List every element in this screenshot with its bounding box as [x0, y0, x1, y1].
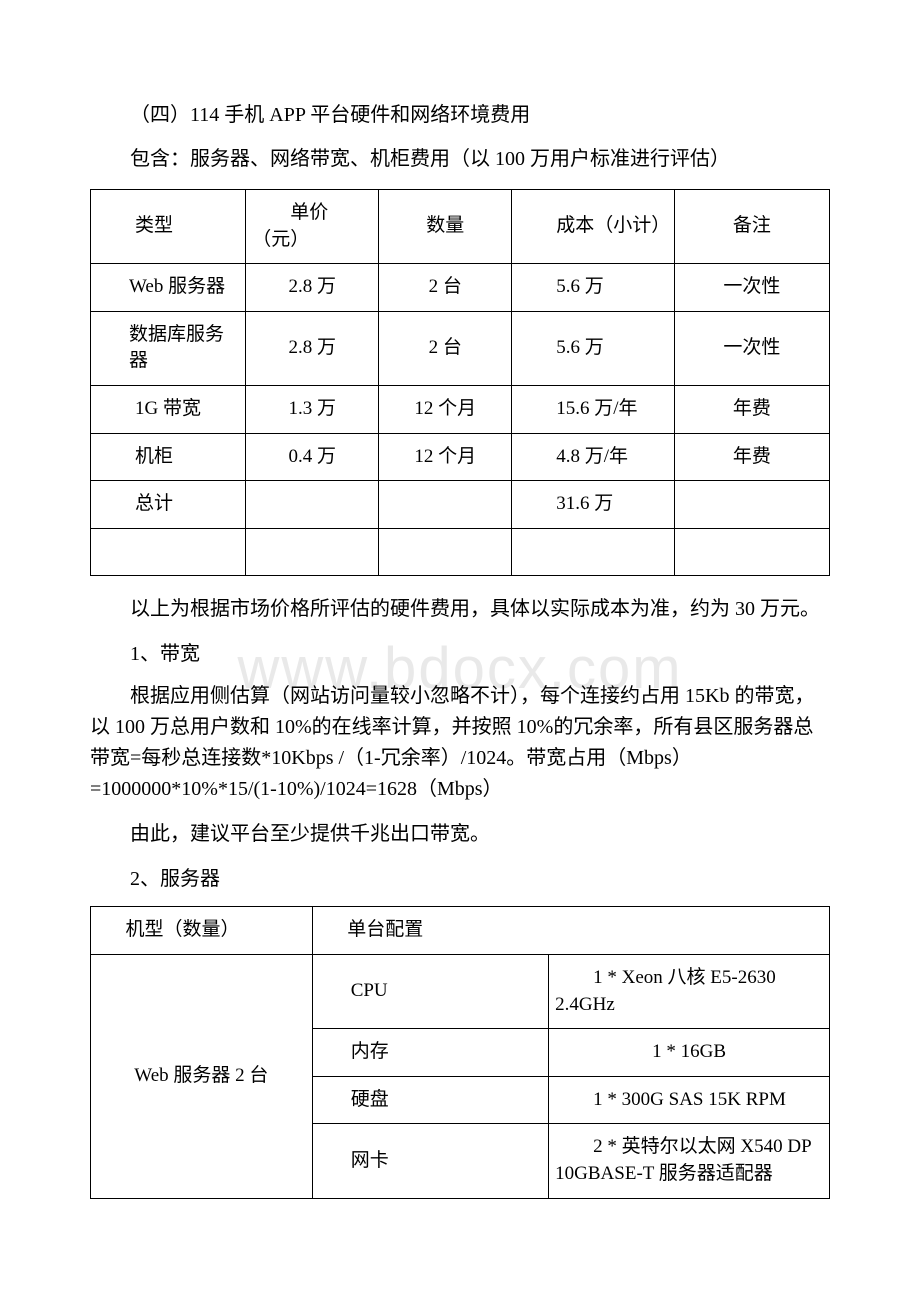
table-cell-value: 1 * 16GB: [549, 1029, 830, 1077]
table-row: Web 服务器 2 台CPU1 * Xeon 八核 E5-2630 2.4GHz: [91, 954, 830, 1028]
table-header-cell: 机型（数量）: [91, 907, 313, 955]
table-header-cell: 数量: [379, 190, 512, 264]
table-header-row: 机型（数量）单台配置: [91, 907, 830, 955]
table-cell: 数据库服务器: [91, 311, 246, 385]
table-cell: [379, 481, 512, 529]
table-cell-value: 1 * Xeon 八核 E5-2630 2.4GHz: [549, 954, 830, 1028]
table-cell: [246, 481, 379, 529]
table-row: Web 服务器2.8 万2 台5.6 万一次性: [91, 264, 830, 312]
table-cell: Web 服务器: [91, 264, 246, 312]
intro-paragraph: 包含：服务器、网络带宽、机柜费用（以 100 万用户标准进行评估）: [90, 144, 830, 175]
table-cell: 5.6 万: [512, 264, 675, 312]
table-cell: 2 台: [379, 311, 512, 385]
table-cell: [674, 481, 829, 529]
table-cell: 0.4 万: [246, 433, 379, 481]
table-cell: 机柜: [91, 433, 246, 481]
hardware-cost-table: 类型单价（元）数量成本（小计）备注Web 服务器2.8 万2 台5.6 万一次性…: [90, 189, 830, 576]
table-cell: [379, 528, 512, 576]
table-cell: 年费: [674, 433, 829, 481]
table-header-cell: 单价（元）: [246, 190, 379, 264]
table-row: 总计 31.6 万: [91, 481, 830, 529]
bandwidth-paragraph-2: 由此，建议平台至少提供千兆出口带宽。: [90, 819, 830, 850]
table-cell-value: 1 * 300G SAS 15K RPM: [549, 1076, 830, 1124]
table-cell-config: 网卡: [312, 1124, 548, 1198]
bandwidth-paragraph-1: 根据应用侧估算（网站访问量较小忽略不计），每个连接约占用 15Kb 的带宽，以 …: [90, 681, 830, 805]
table-cell: 2.8 万: [246, 311, 379, 385]
table-header-cell: 单台配置: [312, 907, 829, 955]
table-cell: 2.8 万: [246, 264, 379, 312]
table-cell-model: Web 服务器 2 台: [91, 954, 313, 1198]
table-cell: 一次性: [674, 264, 829, 312]
section-heading-4: （四）114 手机 APP 平台硬件和网络环境费用: [90, 100, 830, 130]
table-cell: [246, 528, 379, 576]
table-row-empty: [91, 528, 830, 576]
table-cell: 4.8 万/年: [512, 433, 675, 481]
table-header-cell: 成本（小计）: [512, 190, 675, 264]
document-content: （四）114 手机 APP 平台硬件和网络环境费用 包含：服务器、网络带宽、机柜…: [90, 100, 830, 1199]
table-cell: 1G 带宽: [91, 385, 246, 433]
table-cell: [512, 528, 675, 576]
table-header-row: 类型单价（元）数量成本（小计）备注: [91, 190, 830, 264]
table-header-cell: 备注: [674, 190, 829, 264]
after-table-paragraph: 以上为根据市场价格所评估的硬件费用，具体以实际成本为准，约为 30 万元。: [90, 594, 830, 625]
table-cell: 12 个月: [379, 385, 512, 433]
table-cell: 5.6 万: [512, 311, 675, 385]
table-cell-config: CPU: [312, 954, 548, 1028]
table-row: 1G 带宽1.3 万12 个月15.6 万/年年费: [91, 385, 830, 433]
table-cell: 一次性: [674, 311, 829, 385]
table-cell: 年费: [674, 385, 829, 433]
table-header-cell: 类型: [91, 190, 246, 264]
table-cell: 2 台: [379, 264, 512, 312]
table-cell-value: 2 * 英特尔以太网 X540 DP 10GBASE-T 服务器适配器: [549, 1124, 830, 1198]
table-cell: 1.3 万: [246, 385, 379, 433]
table-row: 机柜0.4 万12 个月4.8 万/年年费: [91, 433, 830, 481]
subsection-1-bandwidth: 1、带宽: [90, 639, 830, 669]
table-cell: 31.6 万: [512, 481, 675, 529]
subsection-2-server: 2、服务器: [90, 864, 830, 894]
table-cell: [674, 528, 829, 576]
server-config-table: 机型（数量）单台配置Web 服务器 2 台CPU1 * Xeon 八核 E5-2…: [90, 906, 830, 1198]
table-cell: [91, 528, 246, 576]
table-cell: 15.6 万/年: [512, 385, 675, 433]
table-cell-config: 硬盘: [312, 1076, 548, 1124]
table-row: 数据库服务器2.8 万2 台5.6 万一次性: [91, 311, 830, 385]
table-cell: 12 个月: [379, 433, 512, 481]
table-cell-config: 内存: [312, 1029, 548, 1077]
table-cell: 总计: [91, 481, 246, 529]
